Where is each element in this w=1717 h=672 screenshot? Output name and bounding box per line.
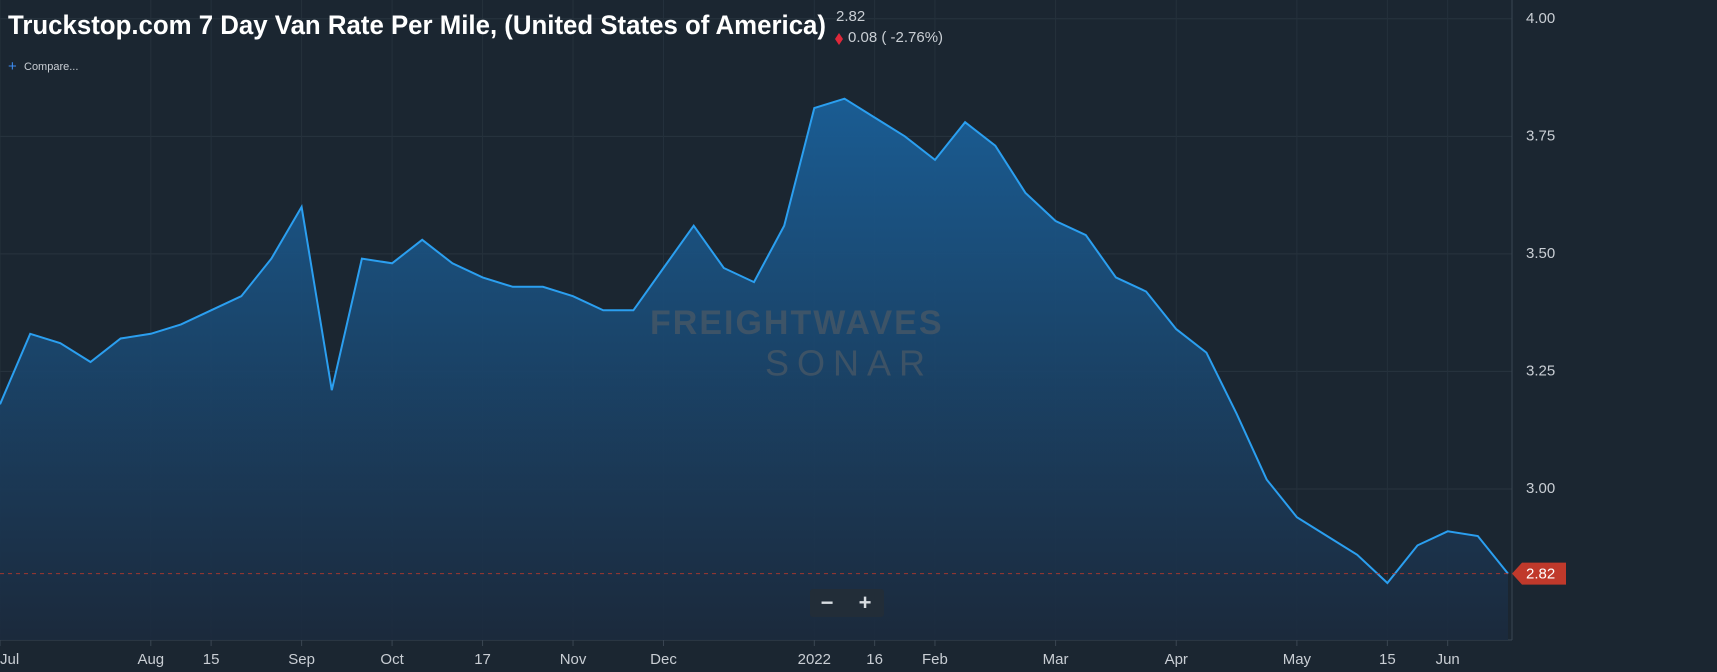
y-tick-label: 3.00 <box>1526 480 1555 497</box>
x-tick-label: Jul <box>0 651 19 668</box>
x-tick-label: 15 <box>203 651 220 668</box>
x-tick-label: Dec <box>650 651 677 668</box>
compare-icon[interactable]: + <box>8 58 17 75</box>
line <box>0 97 1509 585</box>
x-tick-label: Apr <box>1165 651 1188 668</box>
x-tick-label: Jun <box>1436 651 1460 668</box>
x-tick-label: Nov <box>560 651 587 668</box>
y-tick-label: 3.25 <box>1526 362 1555 379</box>
watermark: FREIGHTWAVES <box>650 304 944 342</box>
x-tick-label: 2022 <box>798 651 831 668</box>
x-tick-label: 15 <box>1379 651 1396 668</box>
x-tick-label: 16 <box>866 651 883 668</box>
y-tick-label: 4.00 <box>1526 10 1555 27</box>
y-tick-label: 3.75 <box>1526 127 1555 144</box>
y-tick-label: 3.50 <box>1526 245 1555 262</box>
x-tick-label: Sep <box>288 651 315 668</box>
x-tick-label: May <box>1283 651 1312 668</box>
zoom-in-button[interactable]: + <box>859 590 872 615</box>
x-tick-label: Feb <box>922 651 948 668</box>
down-icon <box>835 33 843 45</box>
area <box>0 98 1508 640</box>
x-tick-label: Mar <box>1043 651 1069 668</box>
chart-title: Truckstop.com 7 Day Van Rate Per Mile, (… <box>8 10 826 40</box>
x-tick-label: 17 <box>474 651 491 668</box>
header-change: 0.08 ( -2.76%) <box>848 29 943 46</box>
watermark-sub: SONAR <box>765 343 933 384</box>
last-value-tag <box>1512 562 1566 585</box>
zoom-panel <box>810 589 884 617</box>
last-value-label: 2.82 <box>1526 566 1555 583</box>
compare-button[interactable]: Compare... <box>24 61 78 73</box>
x-tick-label: Aug <box>137 651 164 668</box>
x-tick-label: Oct <box>380 651 404 668</box>
zoom-out-button[interactable]: − <box>821 590 834 615</box>
header-last-value: 2.82 <box>836 8 865 25</box>
